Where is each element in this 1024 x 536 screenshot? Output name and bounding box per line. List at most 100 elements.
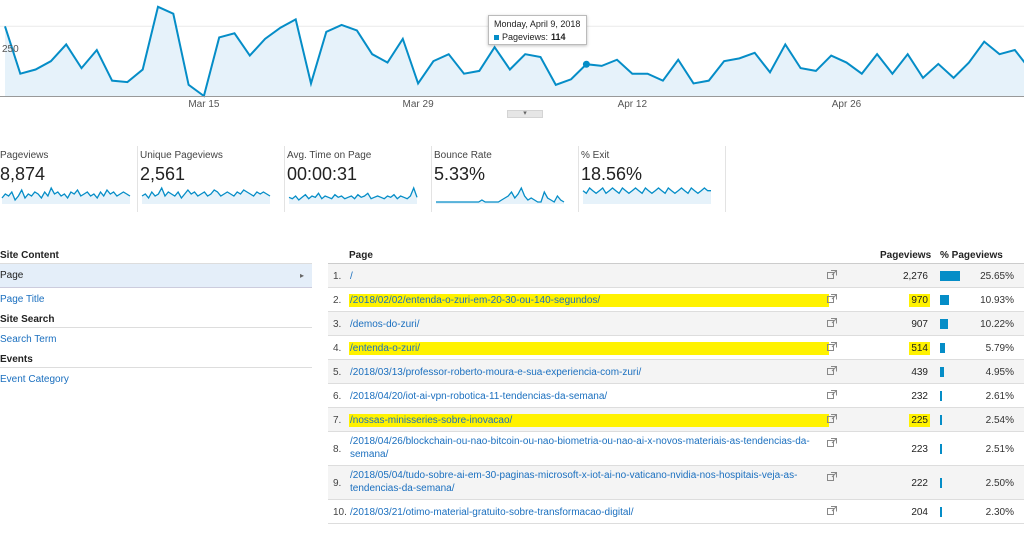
pct-pageviews-value: 2.54% — [985, 415, 1014, 426]
metric-sparkline — [582, 187, 711, 204]
pct-pageviews-bar — [940, 271, 960, 281]
page-path-link[interactable]: /demos-do-zuri/ — [350, 319, 420, 330]
metric-sparkline — [141, 186, 271, 204]
sparkline-line — [141, 186, 271, 200]
pct-pageviews-value: 2.61% — [985, 391, 1014, 402]
nav-item-page-title[interactable]: Page Title — [0, 294, 45, 305]
page-path-link[interactable]: /2018/05/04/tudo-sobre-ai-em-30-paginas-… — [350, 470, 798, 494]
pageviews-value: 204 — [911, 507, 928, 518]
pct-pageviews-bar — [940, 343, 945, 353]
pct-pageviews-bar — [940, 295, 949, 305]
page-path-link[interactable]: /entenda-o-zuri/ — [349, 342, 829, 355]
page-path-link[interactable]: /2018/03/13/professor-roberto-moura-e-su… — [350, 367, 642, 378]
pageviews-value: 907 — [911, 319, 928, 330]
table-body: 1. / 2,276 25.65% 2. /2018/02/02/entenda-o-zu… — [328, 264, 1024, 524]
open-page-icon[interactable] — [827, 342, 837, 351]
column-header-pageviews[interactable]: Pageviews — [880, 250, 932, 261]
tooltip-value: 114 — [551, 32, 566, 42]
nav-section-site-search: Site Search — [0, 312, 312, 328]
nav-item-label: Page — [0, 270, 24, 281]
series-area — [5, 6, 1024, 96]
metric-pageviews[interactable]: Pageviews 8,874 — [0, 146, 138, 212]
chart-collapse-handle[interactable]: ▾ — [507, 110, 543, 118]
pct-pageviews-bar — [940, 391, 942, 401]
open-page-icon[interactable] — [827, 270, 837, 279]
pct-pageviews-value: 2.30% — [985, 507, 1014, 518]
pct-pageviews-bar — [940, 367, 944, 377]
open-page-icon[interactable] — [827, 318, 837, 327]
nav-item-search-term[interactable]: Search Term — [0, 334, 57, 345]
open-page-icon[interactable] — [827, 390, 837, 399]
primary-dimension-nav: Site Content Page ▸ Page Title Site Sear… — [0, 248, 312, 392]
row-number: 9. — [333, 478, 342, 489]
sparkline-line — [288, 186, 418, 201]
tooltip-series-swatch — [494, 34, 499, 40]
open-page-icon[interactable] — [827, 366, 837, 375]
row-number: 1. — [333, 271, 342, 282]
table-row: 7. /nossas-minisseries-sobre-inovacao/225… — [328, 408, 1024, 432]
table-row: 3. /demos-do-zuri/907 10.22% — [328, 312, 1024, 336]
pageviews-value: 2,276 — [902, 271, 928, 282]
metric-sparkline — [436, 186, 565, 204]
table-row: 9. /2018/05/04/tudo-sobre-ai-em-30-pagina… — [328, 466, 1024, 500]
open-page-icon[interactable] — [827, 294, 837, 303]
sparkline-area — [289, 188, 417, 204]
open-page-icon[interactable] — [827, 506, 837, 515]
page-path-link[interactable]: /2018/04/20/iot-ai-vpn-robotica-11-tende… — [350, 391, 608, 402]
pageviews-line-chart[interactable]: 250 Mar 15 Mar 29 Apr 12 Apr 26 Monday, Apr… — [0, 0, 1024, 120]
table-row: 2. /2018/02/02/entenda-o-zuri-em-20-30-ou… — [328, 288, 1024, 312]
row-number: 8. — [333, 444, 342, 455]
sparkline-area — [583, 188, 711, 204]
table-row: 4. /entenda-o-zuri/514 5.79% — [328, 336, 1024, 360]
page-path-link[interactable]: /2018/03/21/otimo-material-gratuito-sobr… — [350, 507, 634, 518]
sparkline-area — [142, 188, 270, 204]
column-header-pct-pageviews[interactable]: % Pageviews — [940, 250, 1003, 261]
metric-exit-rate[interactable]: % Exit 18.56% — [579, 146, 726, 212]
open-page-icon[interactable] — [827, 472, 837, 481]
pct-pageviews-value: 4.95% — [985, 367, 1014, 378]
row-number: 5. — [333, 367, 342, 378]
column-header-page[interactable]: Page — [349, 250, 373, 261]
open-page-icon[interactable] — [827, 438, 837, 447]
metric-unique-pageviews[interactable]: Unique Pageviews 2,561 — [138, 146, 285, 212]
x-tick-label: Apr 26 — [831, 99, 862, 110]
pct-pageviews-bar — [940, 415, 942, 425]
x-tick-label: Mar 29 — [402, 99, 434, 110]
page-path-link[interactable]: /2018/02/02/entenda-o-zuri-em-20-30-ou-1… — [349, 294, 829, 307]
metric-label: Unique Pageviews — [140, 150, 223, 161]
table-row: 1. / 2,276 25.65% — [328, 264, 1024, 288]
pages-table: Page Pageviews % Pageviews 1. / 2,276 25.65… — [328, 248, 1024, 524]
page-path-link[interactable]: / — [350, 271, 353, 282]
pageviews-value: 222 — [911, 478, 928, 489]
chart-tooltip: Monday, April 9, 2018 Pageviews: 114 — [488, 15, 587, 45]
pageviews-value: 970 — [909, 294, 930, 307]
pageviews-value: 225 — [909, 414, 930, 427]
open-page-icon[interactable] — [827, 414, 837, 423]
row-number: 4. — [333, 343, 342, 354]
pct-pageviews-value: 10.22% — [980, 319, 1014, 330]
metric-sparkline — [288, 186, 418, 204]
nav-section-events: Events — [0, 352, 312, 368]
metric-value: 8,874 — [0, 164, 46, 184]
nav-item-event-category[interactable]: Event Category — [0, 374, 69, 385]
tooltip-metric: Pageviews: — [502, 32, 549, 42]
metric-label: Bounce Rate — [434, 150, 492, 161]
metric-label: Avg. Time on Page — [287, 150, 372, 161]
nav-section-site-content: Site Content — [0, 248, 312, 264]
page-path-link[interactable]: /2018/04/26/blockchain-ou-nao-bitcoin-ou… — [350, 436, 810, 460]
nav-item-page[interactable]: Page ▸ — [0, 264, 312, 288]
page-path-link[interactable]: /nossas-minisseries-sobre-inovacao/ — [349, 414, 829, 427]
x-tick-label: Apr 12 — [617, 99, 648, 110]
pct-pageviews-bar — [940, 319, 948, 329]
row-number: 3. — [333, 319, 342, 330]
metric-avg-time-on-page[interactable]: Avg. Time on Page 00:00:31 — [285, 146, 432, 212]
series-line-pageviews — [4, 5, 1024, 98]
pct-pageviews-value: 10.93% — [980, 295, 1014, 306]
metric-value: 18.56% — [581, 164, 643, 184]
summary-metrics: Pageviews 8,874 Unique Pageviews 2,561 A… — [0, 146, 732, 212]
table-row: 10./2018/03/21/otimo-material-gratuito-s… — [328, 500, 1024, 524]
pageviews-value: 223 — [911, 444, 928, 455]
metric-label: Pageviews — [0, 150, 49, 161]
metric-value: 2,561 — [140, 164, 186, 184]
metric-bounce-rate[interactable]: Bounce Rate 5.33% — [432, 146, 579, 212]
